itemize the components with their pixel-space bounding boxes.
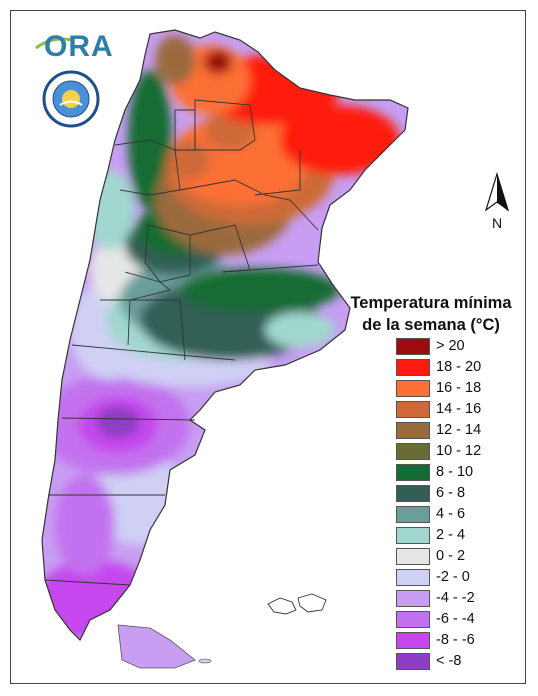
legend-item: -2 - 0 xyxy=(396,567,526,588)
ora-logo: ORA xyxy=(35,30,112,63)
map-frame xyxy=(10,10,526,684)
legend-label: -2 - 0 xyxy=(436,569,470,585)
svg-text:N: N xyxy=(492,215,502,231)
legend-label: 14 - 16 xyxy=(436,401,482,417)
tierra-del-fuego xyxy=(117,624,196,669)
legend-swatch xyxy=(396,443,430,460)
legend-swatch xyxy=(396,338,430,355)
legend-item: 10 - 12 xyxy=(396,441,526,462)
legend-item: 16 - 18 xyxy=(396,378,526,399)
legend-item: > 20 xyxy=(396,336,526,357)
legend-label: -6 - -4 xyxy=(436,611,475,627)
legend-swatch xyxy=(396,506,430,523)
legend-swatch xyxy=(396,569,430,586)
isla-de-los-estados xyxy=(198,658,212,664)
legend-title-line1: Temperatura mínima xyxy=(350,294,512,312)
legend-item: 6 - 8 xyxy=(396,483,526,504)
legend-item: 2 - 4 xyxy=(396,525,526,546)
legend-item: 0 - 2 xyxy=(396,546,526,567)
legend-title-line2: de la semana (°C) xyxy=(362,316,500,334)
legend-label: 12 - 14 xyxy=(436,422,482,438)
legend-item: -8 - -6 xyxy=(396,630,526,651)
legend-label: 8 - 10 xyxy=(436,464,474,480)
legend-item: 14 - 16 xyxy=(396,399,526,420)
legend-item: 8 - 10 xyxy=(396,462,526,483)
legend-label: 6 - 8 xyxy=(436,485,466,501)
legend-swatch xyxy=(396,359,430,376)
legend-label: 10 - 12 xyxy=(436,443,482,459)
legend-label: -4 - -2 xyxy=(436,590,475,606)
svg-text:ORA: ORA xyxy=(44,30,112,63)
legend: Temperatura mínima de la semana (°C) > 2… xyxy=(336,292,526,670)
legend-swatch xyxy=(396,380,430,397)
legend-swatch xyxy=(396,653,430,670)
legend-item: < -8 xyxy=(396,651,526,672)
legend-swatch xyxy=(396,401,430,418)
legend-swatch xyxy=(396,590,430,607)
legend-label: < -8 xyxy=(436,653,462,669)
legend-swatch xyxy=(396,527,430,544)
legend-swatch xyxy=(396,632,430,649)
legend-item: -6 - -4 xyxy=(396,609,526,630)
legend-swatch xyxy=(396,611,430,628)
legend-item: 4 - 6 xyxy=(396,504,526,525)
legend-swatch xyxy=(396,464,430,481)
legend-label: -8 - -6 xyxy=(436,632,475,648)
legend-label: 18 - 20 xyxy=(436,359,482,375)
legend-item: -4 - -2 xyxy=(396,588,526,609)
smn-seal xyxy=(42,70,100,128)
legend-item: 12 - 14 xyxy=(396,420,526,441)
legend-swatch xyxy=(396,485,430,502)
province-boundaries xyxy=(41,29,409,642)
legend-label: 2 - 4 xyxy=(436,527,466,543)
north-arrow-icon: N xyxy=(484,172,510,231)
legend-swatch xyxy=(396,422,430,439)
legend-label: 16 - 18 xyxy=(436,380,482,396)
legend-item: 18 - 20 xyxy=(396,357,526,378)
malvinas-islands xyxy=(267,593,327,615)
legend-label: > 20 xyxy=(436,338,465,354)
legend-items: > 20 18 - 20 16 - 18 14 - 16 12 - 14 10 - 12 8… xyxy=(396,336,526,672)
legend-label: 4 - 6 xyxy=(436,506,466,522)
legend-swatch xyxy=(396,548,430,565)
legend-label: 0 - 2 xyxy=(436,548,466,564)
